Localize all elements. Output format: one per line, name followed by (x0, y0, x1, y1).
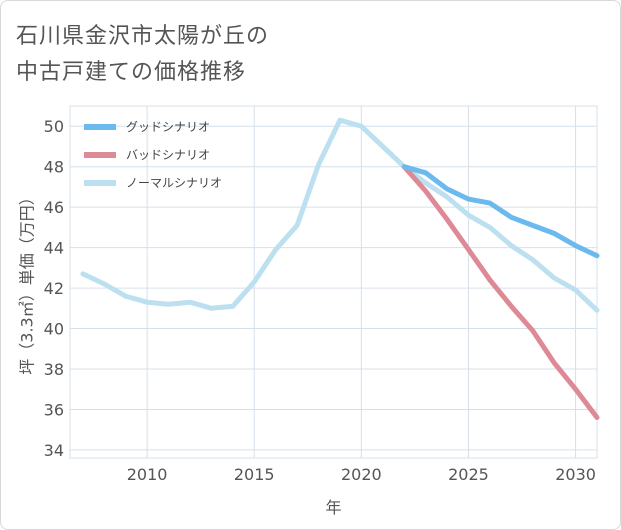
legend-label: ノーマルシナリオ (126, 176, 222, 190)
series-lines (80, 117, 600, 420)
y-axis-title: 坪（3.3㎡）単価（万円） (18, 189, 37, 374)
x-tick-label: 2025 (448, 465, 489, 484)
chart-title-line-2: 中古戸建ての価格推移 (16, 60, 247, 85)
legend-label: グッドシナリオ (126, 120, 210, 134)
y-tick-label: 38 (44, 360, 64, 379)
legend-label: バッドシナリオ (126, 148, 210, 162)
y-tick-label: 50 (44, 117, 64, 136)
grid (69, 105, 598, 459)
x-axis-title: 年 (325, 498, 341, 517)
series-line-1 (401, 164, 600, 420)
y-tick-label: 48 (44, 158, 64, 177)
y-tick-label: 36 (44, 400, 64, 419)
x-tick-label: 2015 (234, 465, 275, 484)
series-line-2 (80, 117, 600, 313)
y-tick-label: 44 (44, 239, 64, 258)
plot-border (69, 105, 598, 459)
x-tick-label: 2030 (555, 465, 596, 484)
y-tick-label: 46 (44, 198, 64, 217)
series-line-0 (401, 164, 600, 259)
y-tick-label: 42 (44, 279, 64, 298)
y-tick-label: 34 (44, 441, 64, 460)
x-tick-label: 2020 (341, 465, 382, 484)
x-tick-label: 2010 (127, 465, 168, 484)
chart-title-line-1: 石川県金沢市太陽が丘の (16, 24, 270, 49)
tick-labels: 2010 2015 2020 2025 2030 34 36 38 40 42 44 46 48 50 (44, 117, 596, 484)
y-tick-label: 40 (44, 320, 64, 339)
